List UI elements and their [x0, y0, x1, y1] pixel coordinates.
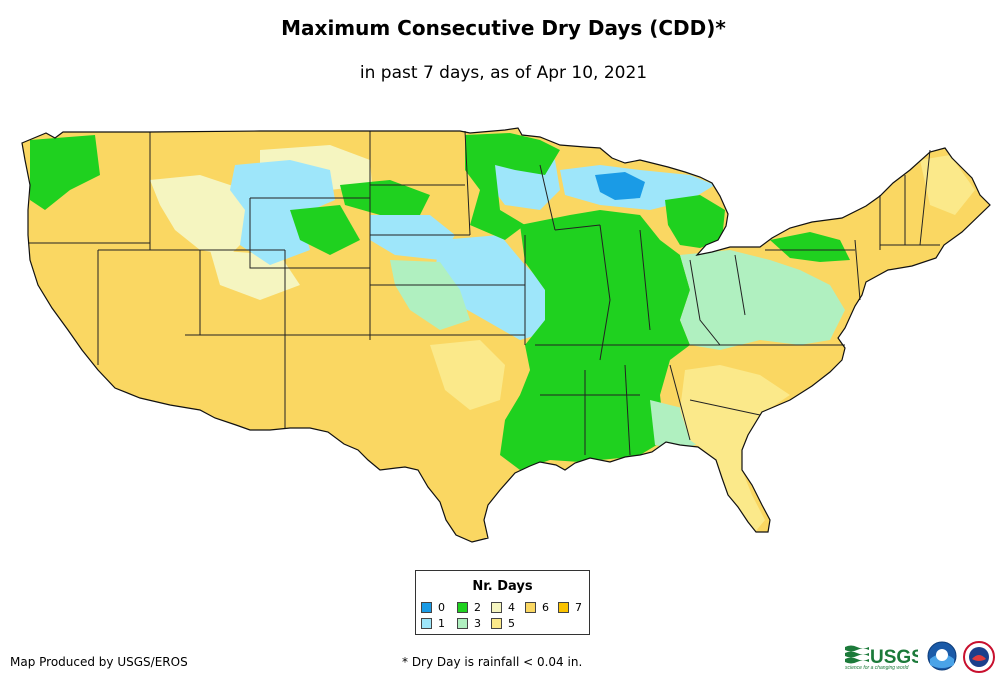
dry-day-zones	[30, 133, 975, 532]
legend-title: Nr. Days	[472, 579, 533, 594]
zone-4-days-wyoming	[210, 250, 300, 300]
legend-label-7: 7	[575, 600, 582, 614]
legend-label-5: 5	[508, 616, 515, 630]
legend-item-1-day: 1	[421, 616, 445, 630]
legend-label-1: 1	[438, 616, 445, 630]
legend-label-0: 0	[438, 600, 445, 614]
zone-1-day-wyoming-montana	[230, 160, 335, 265]
legend-swatch-2	[457, 601, 468, 613]
legend-item-6-days: 6	[525, 600, 549, 614]
zone-5-days-central-texas	[430, 340, 505, 410]
legend-item-7-days: 7	[558, 600, 582, 614]
legend-item-4-days: 4	[491, 600, 515, 614]
legend-item-5-days: 5	[491, 616, 515, 630]
legend-swatch-4	[491, 601, 502, 613]
legend-item-3-days: 3	[457, 616, 481, 630]
legend-swatch-3	[457, 617, 468, 629]
zone-2-days-montana-dakota	[340, 180, 430, 215]
legend-label-4: 4	[508, 600, 515, 614]
dry-day-footnote: * Dry Day is rainfall < 0.04 in.	[402, 655, 583, 669]
legend-swatch-1	[421, 617, 432, 629]
zone-0-days-upper-michigan	[595, 172, 645, 200]
legend-item-2-days: 2	[457, 600, 481, 614]
map-title: Maximum Consecutive Dry Days (CDD)*	[281, 16, 726, 40]
zone-2-days-mississippi-valley	[500, 210, 690, 470]
usgs-logo: USGS science for a changing world	[845, 645, 918, 671]
legend-label-3: 3	[474, 616, 481, 630]
usgs-logo-text: USGS	[870, 647, 918, 668]
zone-2-days-north-dakota-minnesota	[465, 133, 560, 240]
legend-swatch-6	[525, 601, 536, 613]
map-credit: Map Produced by USGS/EROS	[10, 655, 188, 669]
legend-label-6: 6	[542, 600, 549, 614]
noaa-logo	[927, 641, 957, 671]
state-boundaries	[28, 130, 940, 456]
zone-3-days-plains	[390, 260, 470, 330]
zone-5-days-southeast	[680, 365, 790, 532]
zone-1-day-south-dakota	[370, 215, 455, 260]
legend-swatch-5	[491, 617, 502, 629]
zone-2-days-wyoming-colorado	[290, 205, 360, 255]
legend-item-0-days: 0	[421, 600, 445, 614]
usgs-tagline: science for a changing world	[845, 665, 909, 671]
legend-swatch-7	[558, 601, 569, 613]
zone-2-days-washington	[30, 135, 100, 210]
legend-swatch-0	[421, 601, 432, 613]
national-weather-service-logo	[963, 641, 995, 673]
legend-label-2: 2	[474, 600, 481, 614]
zone-2-days-pennsylvania	[770, 232, 850, 262]
zone-2-days-lower-michigan	[665, 195, 725, 248]
map-subtitle: in past 7 days, as of Apr 10, 2021	[359, 63, 648, 83]
zone-4-days-idaho	[150, 175, 250, 255]
zone-5-days-northeast	[920, 155, 975, 215]
map-legend: Nr. Days	[415, 570, 590, 635]
zone-3-days-ohio-valley	[680, 250, 845, 350]
